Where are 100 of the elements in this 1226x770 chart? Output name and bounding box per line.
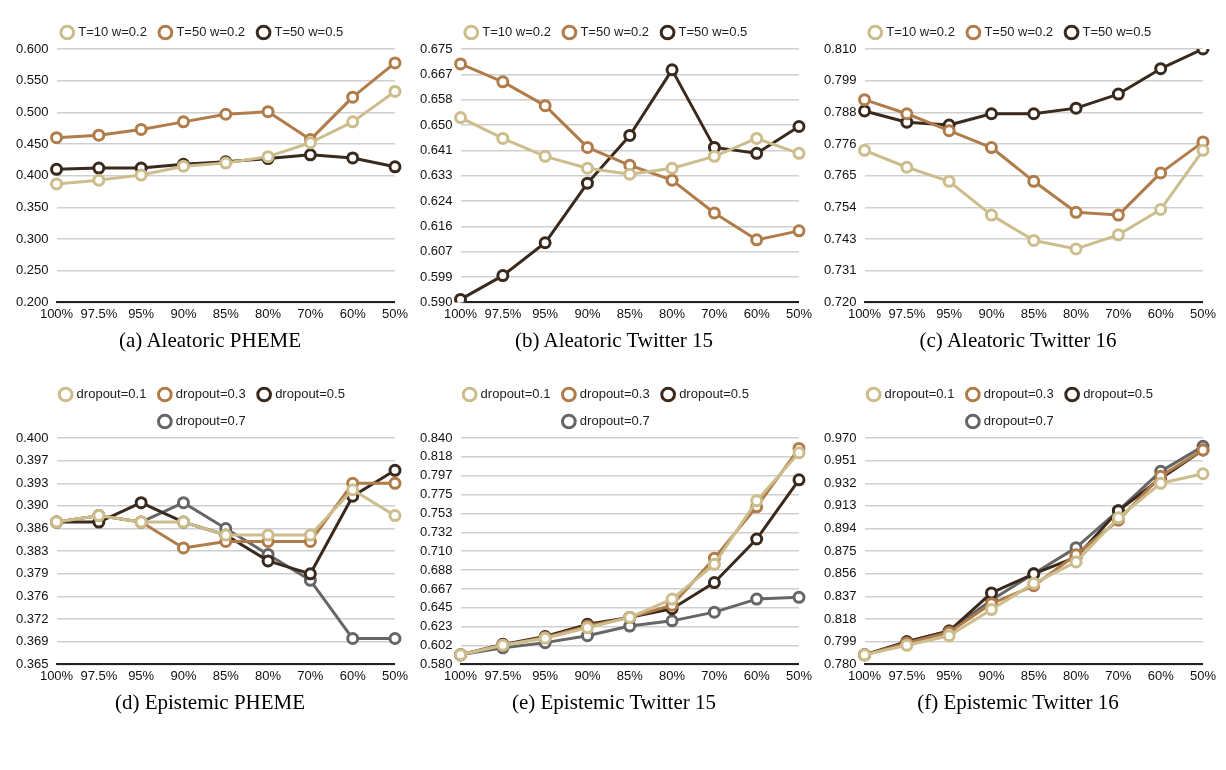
y-tick-label: 0.951: [823, 452, 857, 468]
y-tick-label: 0.775: [419, 486, 453, 502]
x-tick-label: 50%: [1189, 305, 1217, 321]
x-tick-label: 97.5%: [80, 667, 118, 683]
x-tick-label: 97.5%: [888, 667, 926, 683]
y-tick-label: 0.675: [419, 40, 453, 56]
x-tick-label: 90%: [574, 667, 601, 683]
x-tick-label: 70%: [701, 667, 728, 683]
y-tick-label: 0.875: [823, 542, 857, 558]
y-tick-label: 0.754: [823, 198, 857, 214]
y-tick-label: 0.633: [419, 167, 453, 183]
x-tick-label: 95%: [128, 667, 155, 683]
y-tick-label: 0.386: [15, 520, 49, 536]
x-tick-label: 80%: [255, 667, 282, 683]
legend-label: T=50 w=0.5: [1082, 24, 1152, 40]
y-tick-label: 0.753: [419, 505, 453, 521]
y-tick-label: 0.650: [419, 116, 453, 132]
text: (c) Aleatoric Twitter 16: [919, 328, 1117, 354]
y-tick-label: 0.390: [15, 497, 49, 513]
legend-label: dropout=0.3: [983, 386, 1054, 402]
x-tick-label: 80%: [1063, 305, 1090, 321]
x-tick-label: 90%: [978, 305, 1005, 321]
x-tick-label: 70%: [1105, 305, 1132, 321]
x-tick-label: 60%: [339, 667, 367, 683]
x-tick-label: 60%: [743, 305, 771, 321]
x-tick-label: 85%: [212, 667, 240, 683]
y-tick-label: 0.641: [419, 141, 453, 157]
x-tick-label: 80%: [1063, 667, 1090, 683]
y-tick-label: 0.250: [15, 262, 49, 278]
y-tick-label: 0.607: [419, 243, 453, 259]
y-tick-label: 0.400: [15, 167, 49, 183]
legend-label: dropout=0.5: [1083, 386, 1153, 402]
x-tick-label: 90%: [574, 305, 601, 321]
x-tick-label: 70%: [1105, 667, 1132, 683]
x-tick-label: 85%: [616, 305, 644, 321]
y-tick-label: 0.667: [419, 580, 453, 596]
y-tick-label: 0.799: [823, 72, 857, 88]
legend-label: dropout=0.7: [983, 413, 1054, 429]
y-tick-label: 0.743: [823, 230, 857, 246]
y-tick-label: 0.710: [419, 542, 453, 558]
y-tick-label: 0.383: [15, 542, 49, 558]
y-tick-label: 0.894: [823, 520, 857, 536]
y-tick-label: 0.624: [419, 192, 453, 208]
x-tick-label: 95%: [532, 667, 559, 683]
x-tick-label: 60%: [1147, 667, 1175, 683]
text: (e) Epistemic Twitter 15: [511, 690, 716, 716]
x-tick-label: 90%: [170, 305, 197, 321]
x-tick-label: 80%: [659, 667, 686, 683]
legend-label: dropout=0.3: [579, 386, 650, 402]
y-tick-label: 0.400: [15, 429, 49, 445]
y-tick-label: 0.818: [823, 610, 857, 626]
x-tick-label: 50%: [1189, 667, 1217, 683]
legend-label: T=50 w=0.2: [580, 24, 650, 40]
y-tick-label: 0.645: [419, 599, 453, 615]
legend-label: dropout=0.5: [679, 386, 749, 402]
y-tick-label: 0.372: [15, 610, 49, 626]
x-tick-label: 90%: [170, 667, 197, 683]
y-tick-label: 0.810: [823, 40, 857, 56]
x-tick-label: 95%: [532, 305, 559, 321]
x-tick-label: 60%: [339, 305, 367, 321]
y-tick-label: 0.837: [823, 588, 857, 604]
x-tick-label: 95%: [936, 305, 963, 321]
x-tick-label: 90%: [978, 667, 1005, 683]
legend-label: dropout=0.1: [884, 386, 955, 402]
y-tick-label: 0.599: [419, 268, 453, 284]
y-tick-label: 0.393: [15, 474, 49, 490]
y-tick-label: 0.732: [419, 523, 453, 539]
y-tick-label: 0.300: [15, 230, 49, 246]
x-tick-label: 95%: [128, 305, 155, 321]
y-tick-label: 0.500: [15, 103, 49, 119]
y-tick-label: 0.688: [419, 561, 453, 577]
x-tick-label: 60%: [743, 667, 771, 683]
text: (a) Aleatoric PHEME: [119, 328, 301, 354]
y-tick-label: 0.667: [419, 65, 453, 81]
y-tick-label: 0.856: [823, 565, 857, 581]
legend-label: dropout=0.7: [175, 413, 246, 429]
x-tick-label: 95%: [936, 667, 963, 683]
legend-label: dropout=0.1: [76, 386, 147, 402]
x-tick-label: 50%: [381, 305, 409, 321]
x-tick-label: 80%: [255, 305, 282, 321]
y-tick-label: 0.379: [15, 565, 49, 581]
x-tick-label: 70%: [297, 305, 324, 321]
legend-label: dropout=0.7: [579, 413, 650, 429]
y-tick-label: 0.550: [15, 72, 49, 88]
y-tick-label: 0.932: [823, 474, 857, 490]
y-tick-label: 0.658: [419, 91, 453, 107]
y-tick-label: 0.818: [419, 448, 453, 464]
y-tick-label: 0.369: [15, 633, 49, 649]
x-tick-label: 85%: [616, 667, 644, 683]
x-tick-label: 97.5%: [484, 305, 522, 321]
y-tick-label: 0.731: [823, 262, 857, 278]
text: (f) Epistemic Twitter 16: [917, 690, 1119, 716]
y-tick-label: 0.797: [419, 467, 453, 483]
x-tick-label: 85%: [212, 305, 240, 321]
x-tick-label: 85%: [1020, 305, 1048, 321]
y-tick-label: 0.970: [823, 429, 857, 445]
y-tick-label: 0.450: [15, 135, 49, 151]
y-tick-label: 0.623: [419, 618, 453, 634]
y-tick-label: 0.600: [15, 40, 49, 56]
y-tick-label: 0.350: [15, 198, 49, 214]
